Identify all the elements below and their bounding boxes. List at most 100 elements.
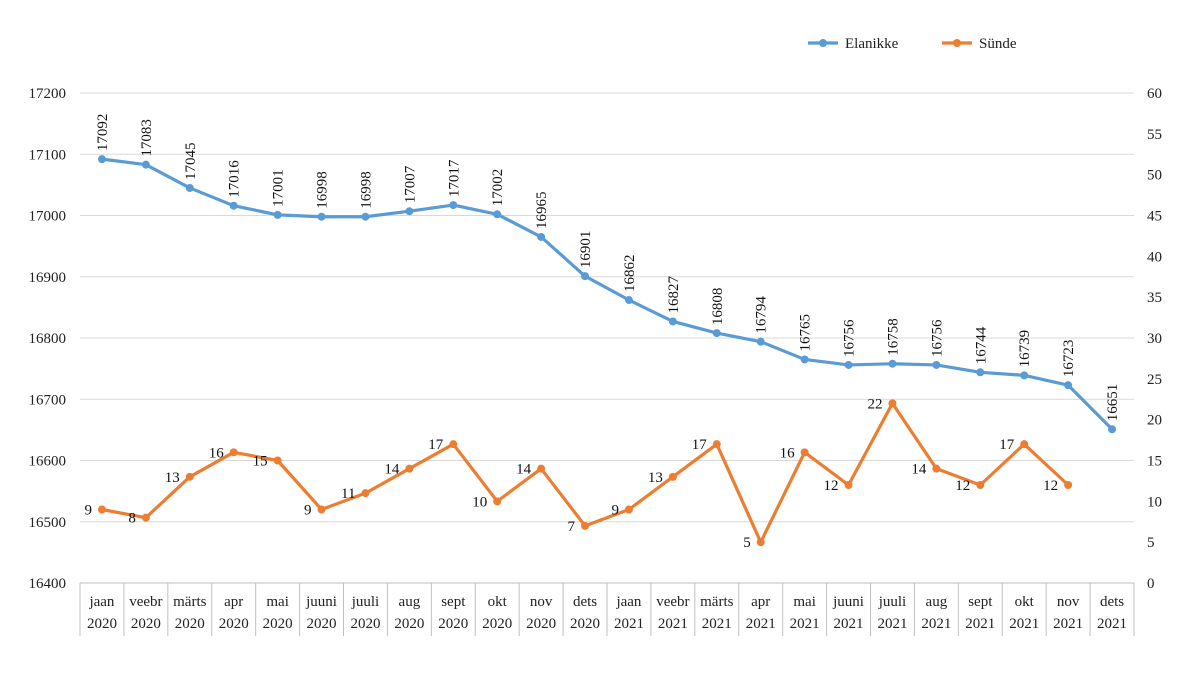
sunde-data-label: 12 (824, 478, 839, 494)
category-label-month: apr (751, 594, 770, 610)
elanikke-series-point (668, 317, 677, 326)
sunde-data-label: 16 (209, 445, 225, 461)
sunde-series-point (537, 464, 546, 473)
left-tick-label: 17200 (29, 86, 67, 102)
elanikke-data-label: 16758 (885, 318, 901, 356)
sunde-series-point (888, 399, 897, 408)
category-label-year: 2020 (482, 616, 512, 632)
category-label-month: okt (488, 594, 508, 610)
sunde-series-point (1020, 440, 1029, 449)
sunde-series-point (405, 464, 414, 473)
x-axis: jaan 2020 veebr 2020 märts 2020 apr 2020 mai 2020… (79, 582, 1135, 636)
category-label-year: 2021 (614, 616, 644, 632)
sunde-data-label: 9 (611, 503, 619, 519)
sunde-data-label: 14 (911, 462, 927, 478)
elanikke-series-point (976, 368, 985, 377)
elanikke-data-label: 16862 (622, 255, 638, 293)
category-label-month: sept (441, 594, 466, 610)
elanikke-data-label: 16651 (1105, 384, 1121, 422)
sunde-data-label: 7 (568, 519, 576, 535)
elanikke-data-label: 16765 (798, 314, 814, 352)
right-tick-label: 55 (1147, 127, 1162, 143)
category-label-year: 2021 (746, 616, 776, 632)
sunde-data-label: 9 (84, 503, 92, 519)
left-tick-label: 17100 (29, 147, 67, 163)
elanikke-series-point (449, 201, 458, 210)
elanikke-data-label: 17002 (490, 169, 506, 207)
sunde-series-point (1064, 481, 1073, 489)
category-label-year: 2021 (702, 616, 732, 632)
elanikke-data-label: 16744 (973, 326, 989, 364)
elanikke-series-point (405, 207, 414, 216)
sunde-data-label: 15 (253, 454, 268, 470)
right-tick-label: 40 (1147, 249, 1162, 265)
sunde-series-point (97, 505, 106, 514)
elanikke-series-point (581, 272, 590, 281)
sunde-series-point (317, 505, 326, 514)
sunde-data-label: 12 (1043, 478, 1058, 494)
category-label-month: märts (173, 594, 206, 610)
category-label-month: aug (399, 594, 421, 610)
elanikke-data-label: 16998 (315, 171, 331, 209)
category-label-year: 2020 (526, 616, 556, 632)
category-label-month: apr (224, 594, 243, 610)
category-label-month: veebr (656, 594, 689, 610)
sunde-data-label: 11 (341, 486, 355, 502)
gridlines (80, 92, 1134, 523)
sunde-data-label: 16 (780, 445, 796, 461)
elanikke-series-point (361, 212, 370, 221)
category-label-year: 2020 (263, 616, 293, 632)
sunde-series-point (756, 538, 765, 547)
category-label-year: 2020 (394, 616, 424, 632)
left-tick-label: 16700 (29, 392, 67, 408)
category-label-month: jaan (88, 594, 114, 610)
left-tick-label: 16900 (29, 270, 67, 286)
right-tick-label: 35 (1147, 290, 1162, 306)
category-label-month: veebr (129, 594, 162, 610)
elanikke-data-label: 16901 (578, 231, 594, 269)
sunde-series-point (185, 472, 194, 481)
right-tick-label: 45 (1147, 209, 1162, 225)
elanikke-data-label: 16739 (1017, 330, 1033, 368)
elanikke-series-point (932, 360, 941, 369)
legend-sunde: Sünde (942, 36, 1017, 52)
sunde-data-label: 22 (867, 396, 882, 412)
legend-label: Sünde (979, 36, 1017, 52)
elanikke-series-point (888, 359, 897, 368)
sunde-series-point (229, 448, 238, 457)
elanikke-series-point (493, 210, 502, 219)
sunde-series-point (449, 440, 458, 449)
elanikke-series-point (1020, 371, 1029, 380)
sunde-series-point (581, 521, 590, 530)
right-tick-label: 20 (1147, 413, 1162, 429)
elanikke-series-point (97, 155, 106, 164)
sunde-series-point (141, 513, 150, 522)
category-label-month: okt (1015, 594, 1035, 610)
sunde-data-label: 12 (955, 478, 970, 494)
elanikke-series-point (317, 212, 326, 221)
elanikke-data-label: 16827 (666, 275, 682, 313)
category-label-month: juuli (351, 594, 380, 610)
category-label-year: 2021 (658, 616, 688, 632)
sunde-data-label: 9 (304, 503, 312, 519)
sunde-series-point (712, 440, 721, 449)
category-label-year: 2020 (131, 616, 161, 632)
category-label-year: 2020 (350, 616, 380, 632)
right-tick-label: 15 (1147, 454, 1162, 470)
category-label-year: 2021 (965, 616, 995, 632)
category-label-year: 2021 (1009, 616, 1039, 632)
sunde-data-label: 17 (999, 437, 1015, 453)
category-label-year: 2020 (219, 616, 249, 632)
elanikke-series-point (185, 183, 194, 192)
left-axis: 16400 16500 16600 16700 16800 16900 17000 17100… (29, 86, 67, 592)
legend-swatch-marker (819, 39, 827, 47)
left-tick-label: 16400 (29, 576, 67, 592)
elanikke-data-label: 17007 (402, 165, 418, 203)
sunde-series-point (493, 497, 502, 506)
category-label-year: 2020 (175, 616, 205, 632)
category-label-year: 2020 (570, 616, 600, 632)
right-tick-label: 30 (1147, 331, 1162, 347)
sunde-data-label: 5 (743, 535, 751, 551)
sunde-data-label: 8 (128, 511, 136, 527)
legend-label: Elanikke (845, 36, 899, 52)
